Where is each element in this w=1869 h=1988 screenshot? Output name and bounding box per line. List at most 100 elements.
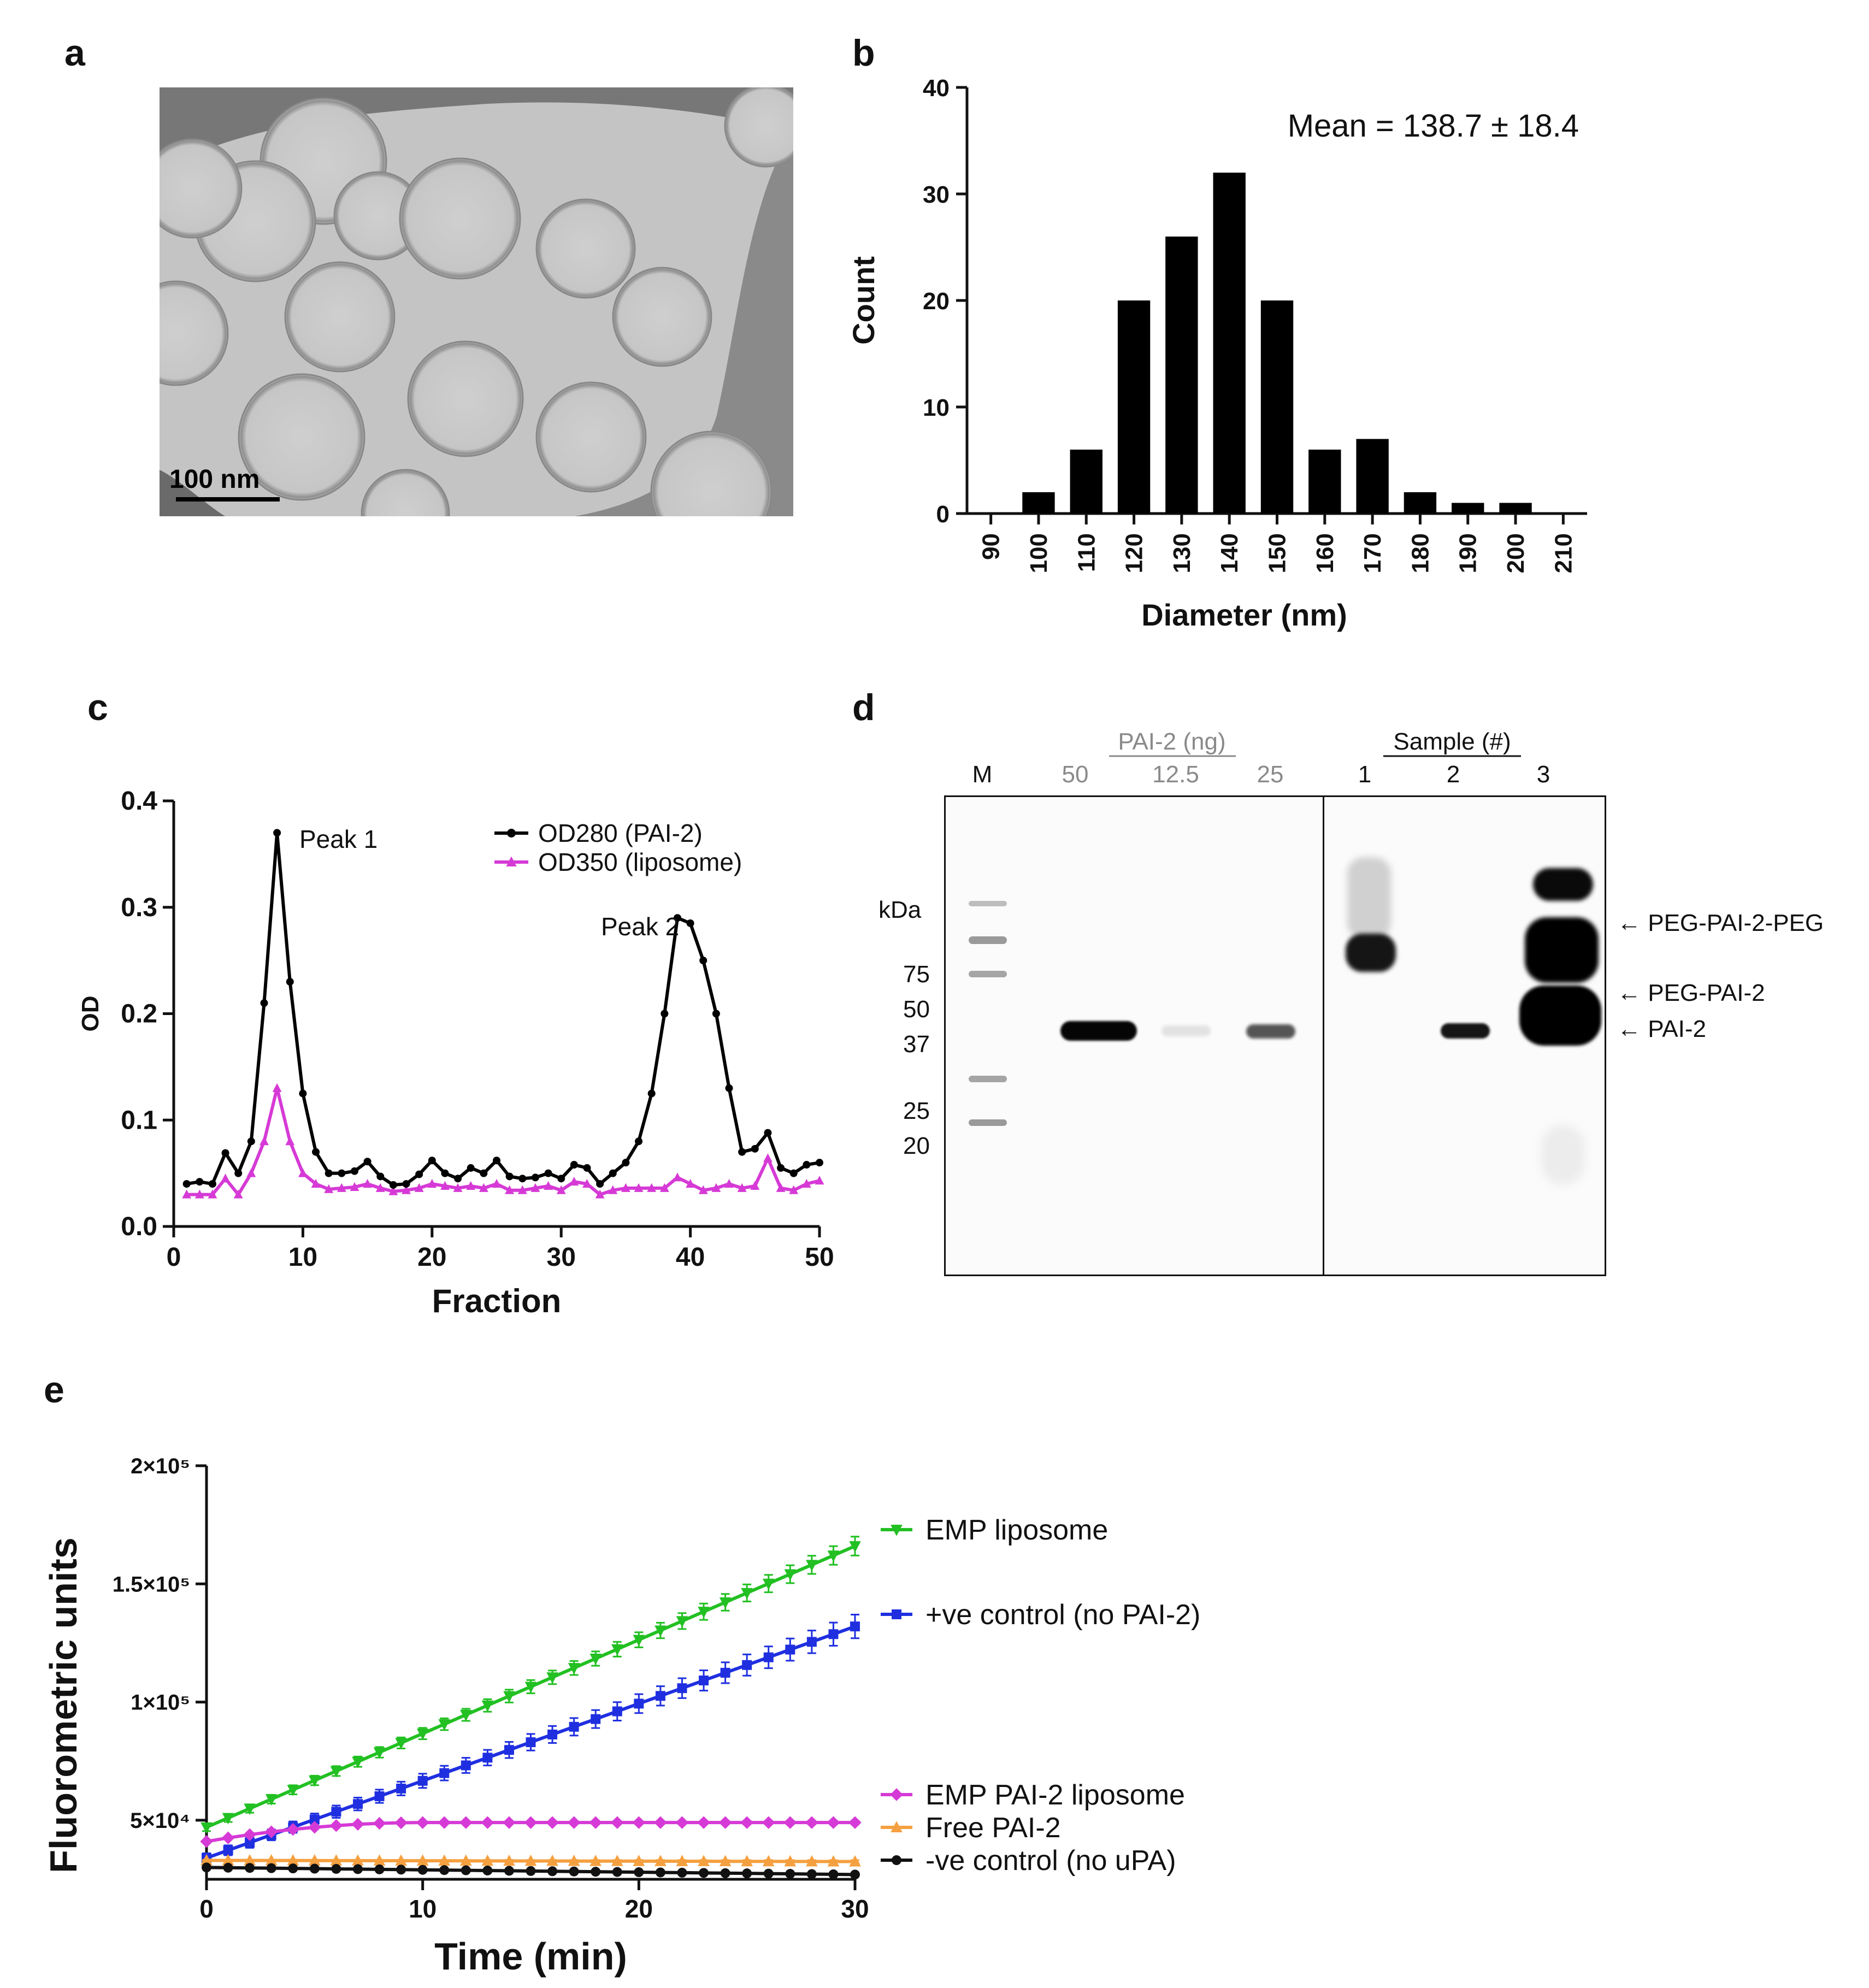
data-point bbox=[655, 1691, 665, 1701]
band-sample-3-smear bbox=[1541, 1125, 1585, 1185]
data-point bbox=[350, 1182, 359, 1191]
data-point bbox=[482, 1753, 493, 1763]
data-point bbox=[850, 1869, 860, 1880]
data-point bbox=[428, 1157, 436, 1165]
data-point bbox=[245, 1863, 255, 1873]
data-point bbox=[243, 1828, 256, 1842]
data-point bbox=[273, 829, 281, 837]
data-point bbox=[849, 1855, 861, 1867]
data-point bbox=[311, 1179, 321, 1188]
band-standard-25ng bbox=[1246, 1024, 1295, 1039]
data-point bbox=[454, 1175, 462, 1183]
data-point bbox=[803, 1161, 811, 1169]
data-point bbox=[416, 1854, 429, 1866]
data-point bbox=[724, 1179, 734, 1188]
legend-label: EMP PAI-2 liposome bbox=[925, 1779, 1185, 1811]
data-point bbox=[611, 1644, 623, 1656]
data-point bbox=[806, 1855, 818, 1867]
ladder-band bbox=[969, 1119, 1007, 1126]
band-sample-2-pai-2 bbox=[1441, 1023, 1490, 1039]
data-point bbox=[633, 1855, 645, 1866]
data-point bbox=[589, 1653, 602, 1665]
data-point bbox=[453, 1183, 463, 1192]
y-tick-label: 0.0 bbox=[121, 1212, 157, 1241]
data-point bbox=[194, 1189, 204, 1199]
histogram-chart: 0 10 20 30 40 90 100 110 120 130 140 150 160 170 180 19… bbox=[846, 75, 1587, 632]
data-point bbox=[524, 1816, 538, 1829]
data-point bbox=[655, 1855, 667, 1866]
micrograph-drawing bbox=[160, 87, 793, 516]
data-point bbox=[720, 1868, 730, 1878]
x-tick-label: 190 bbox=[1455, 533, 1482, 573]
data-point bbox=[547, 1866, 558, 1877]
band-sample-3-peg-pai-2-peg bbox=[1533, 868, 1593, 901]
data-point bbox=[544, 1181, 553, 1190]
legend-label: EMP liposome bbox=[925, 1514, 1108, 1546]
data-point bbox=[591, 1714, 601, 1724]
data-point bbox=[596, 1180, 604, 1188]
data-point bbox=[699, 1676, 709, 1686]
data-point bbox=[763, 1868, 774, 1879]
data-point bbox=[827, 1855, 840, 1867]
data-point bbox=[737, 1183, 747, 1192]
data-point bbox=[777, 1164, 785, 1172]
x-tick-label: 170 bbox=[1359, 533, 1386, 573]
data-point bbox=[245, 1837, 255, 1848]
data-point bbox=[244, 1854, 256, 1866]
lane-label: 1 bbox=[1358, 761, 1371, 788]
data-point bbox=[338, 1169, 346, 1177]
data-point bbox=[673, 1172, 682, 1182]
data-point bbox=[719, 1597, 732, 1609]
data-point bbox=[677, 1683, 687, 1694]
panel-letter-a: a bbox=[64, 32, 85, 74]
data-point bbox=[806, 1560, 818, 1572]
data-point bbox=[699, 1868, 709, 1878]
data-point bbox=[208, 1180, 216, 1188]
data-point bbox=[518, 1175, 527, 1183]
data-point bbox=[461, 1760, 471, 1771]
kda-label: kDa bbox=[879, 896, 922, 923]
cryo-em-micrograph: 100 nm bbox=[160, 87, 793, 516]
scale-bar-label: 100 nm bbox=[169, 465, 260, 494]
data-point bbox=[438, 1719, 451, 1731]
data-point bbox=[568, 1854, 580, 1866]
data-point bbox=[416, 1816, 429, 1829]
data-point bbox=[569, 1721, 579, 1732]
data-point bbox=[647, 1183, 657, 1192]
data-point bbox=[750, 1181, 760, 1190]
data-point bbox=[676, 1616, 688, 1628]
data-point bbox=[415, 1170, 423, 1178]
data-point bbox=[388, 1186, 398, 1195]
data-point bbox=[460, 1854, 472, 1866]
legend-marker bbox=[891, 1525, 903, 1536]
legend-label: OD280 (PAI-2) bbox=[538, 819, 703, 847]
histogram-bar bbox=[1165, 237, 1198, 514]
data-point bbox=[661, 1010, 669, 1018]
peak-2-label: Peak 2 bbox=[601, 912, 679, 941]
data-point bbox=[265, 1854, 278, 1866]
data-point bbox=[480, 1169, 488, 1177]
lane-label: M bbox=[972, 761, 993, 788]
blot-divider bbox=[1323, 797, 1324, 1275]
data-point bbox=[373, 1816, 386, 1830]
data-point bbox=[762, 1578, 775, 1590]
histogram-bar bbox=[1213, 173, 1246, 514]
data-point bbox=[459, 1816, 473, 1829]
data-point bbox=[461, 1865, 471, 1875]
x-tick-label: 50 bbox=[805, 1243, 834, 1272]
data-point bbox=[221, 1149, 229, 1157]
data-point bbox=[416, 1729, 429, 1740]
data-point bbox=[569, 1866, 579, 1877]
data-point bbox=[816, 1159, 823, 1167]
data-point bbox=[308, 1821, 321, 1834]
data-point bbox=[221, 1173, 230, 1183]
x-tick-label: 10 bbox=[409, 1895, 437, 1923]
data-point bbox=[286, 978, 294, 986]
data-point bbox=[363, 1158, 372, 1166]
histogram-mean-annotation: Mean = 138.7 ± 18.4 bbox=[1288, 108, 1579, 144]
lane-label: 50 bbox=[1062, 761, 1089, 788]
data-point bbox=[287, 1785, 299, 1796]
band-label: ← PEG-PAI-2 bbox=[1617, 980, 1765, 1006]
x-axis-title: Diameter (nm) bbox=[1141, 598, 1347, 632]
data-point bbox=[330, 1854, 343, 1866]
